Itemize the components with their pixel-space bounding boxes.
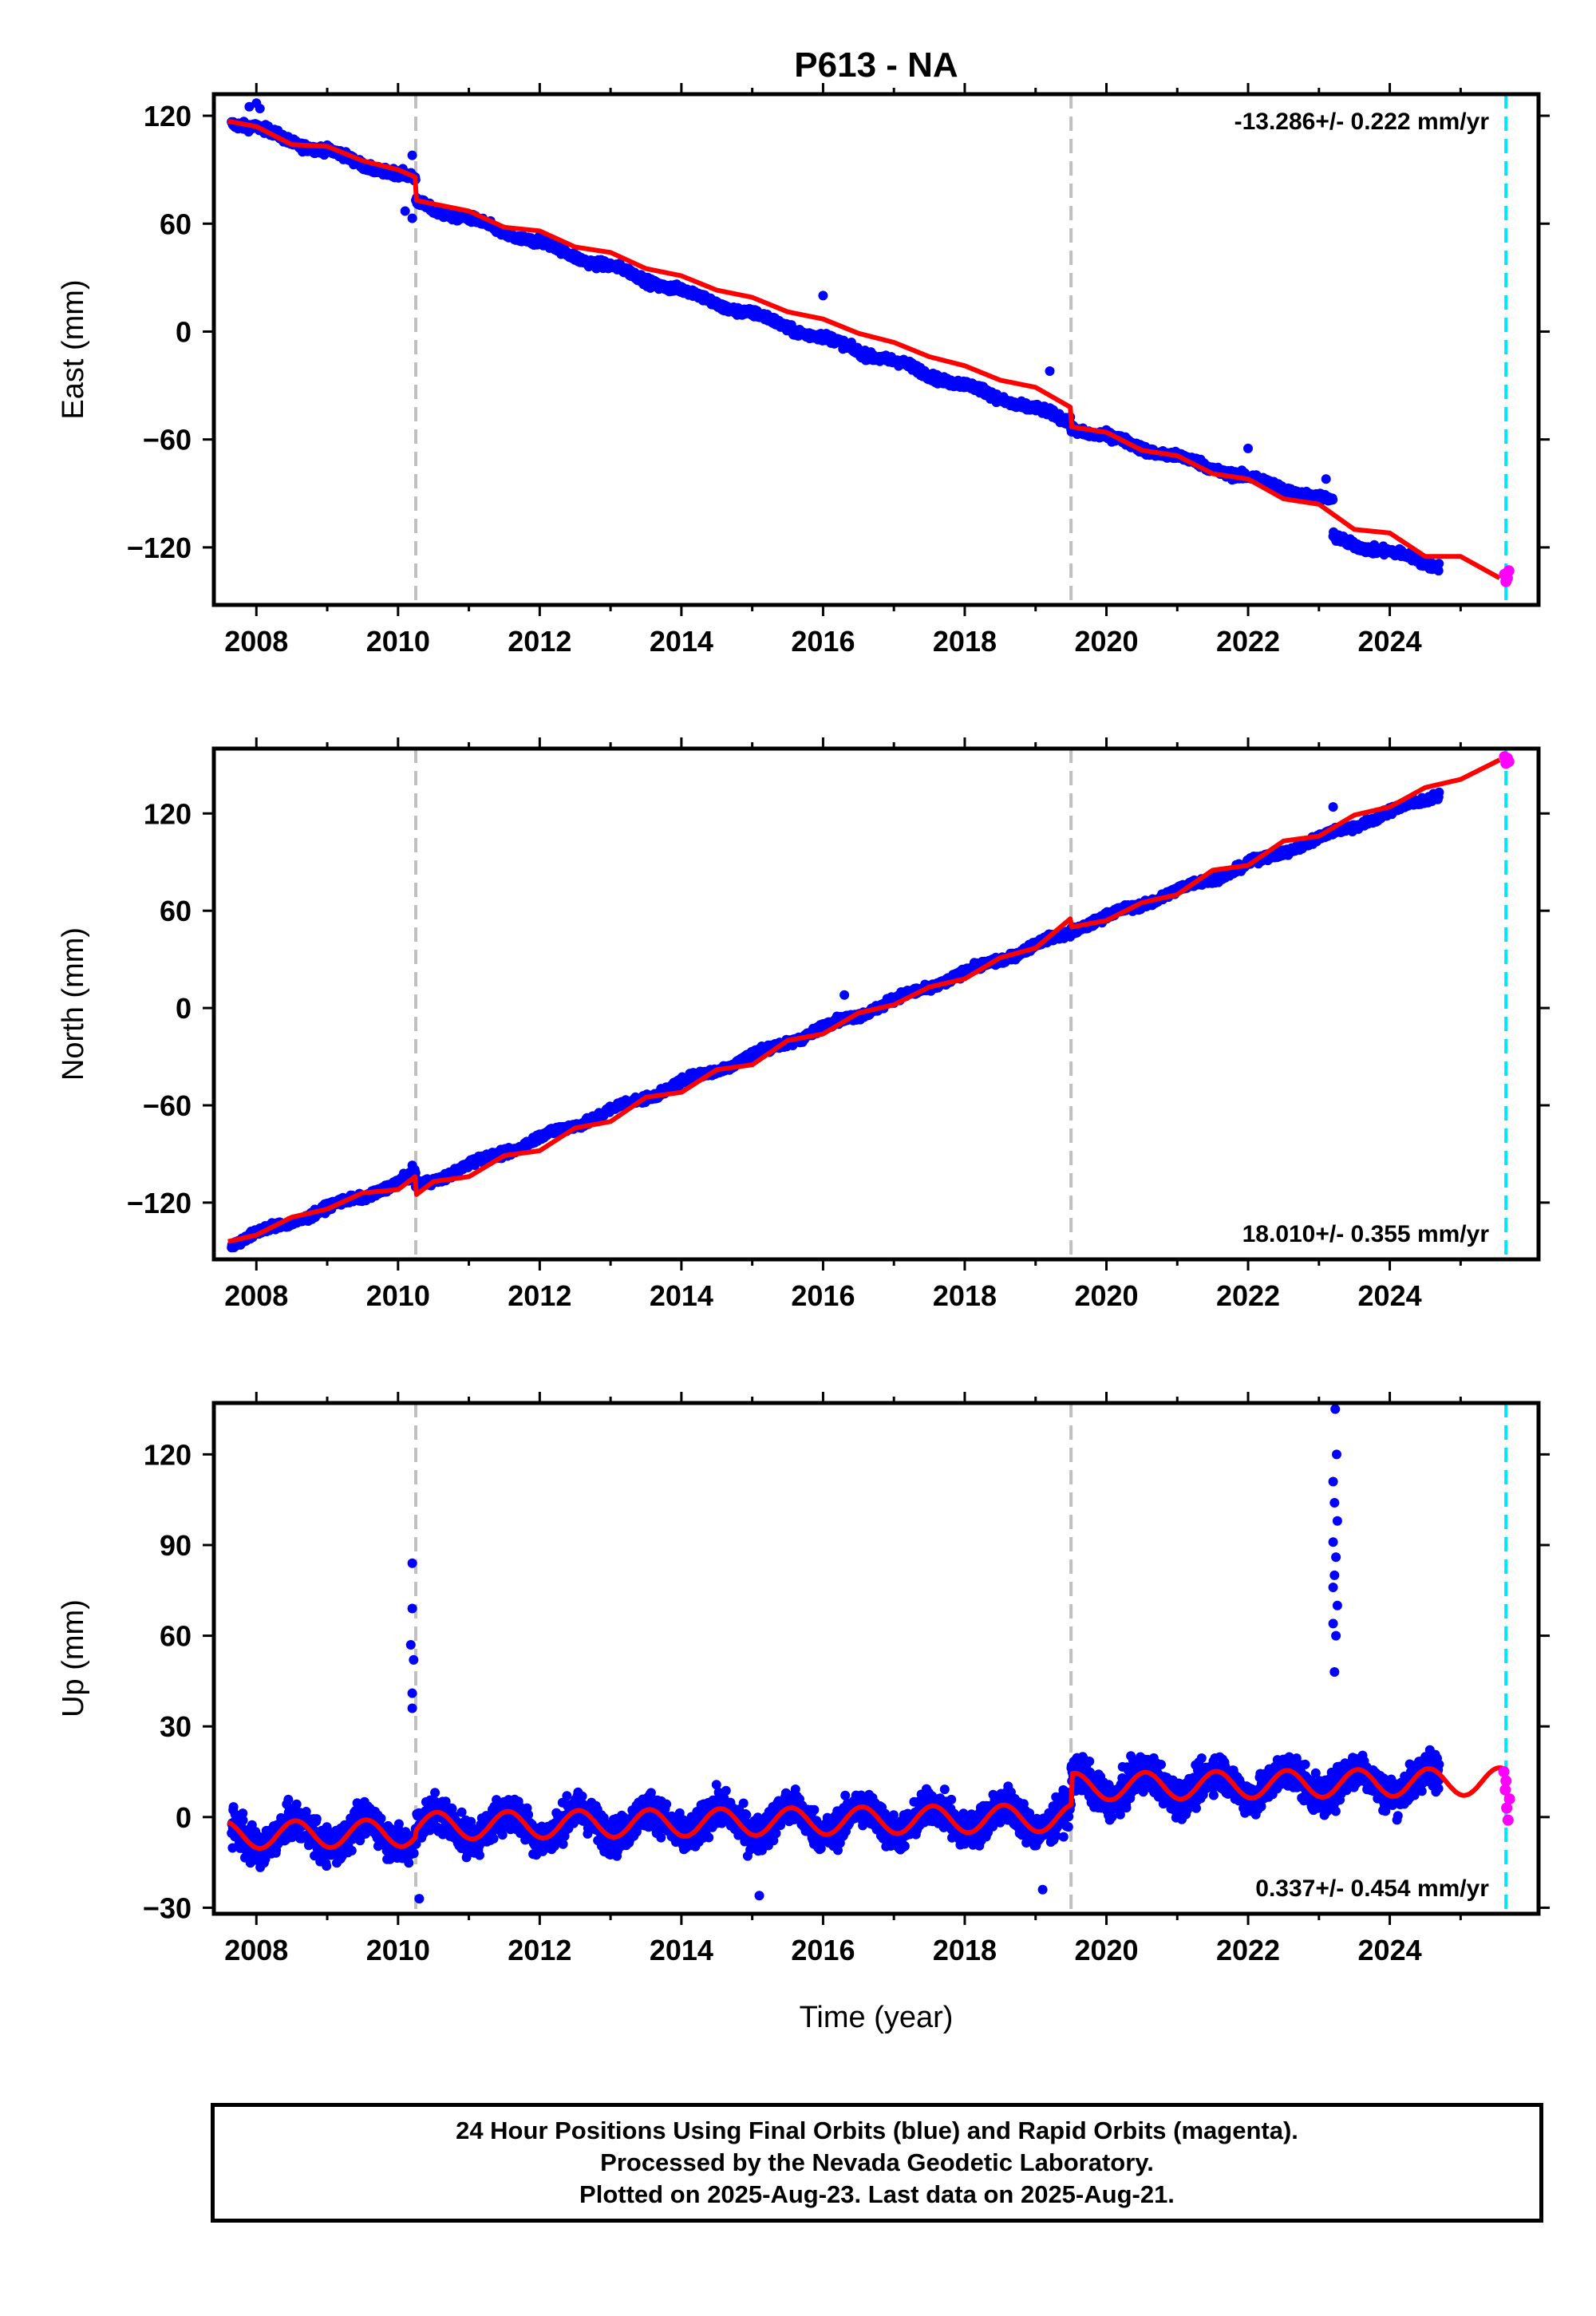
rapid-orbit-points: [1499, 565, 1515, 587]
x-tick-label: 2008: [224, 625, 288, 658]
data-point: [818, 290, 828, 301]
rapid-point: [1503, 565, 1515, 577]
plot-area-north: [227, 749, 1515, 1259]
plot-area-east: [227, 94, 1515, 605]
y-tick-label: 120: [144, 100, 192, 132]
y-axis-label: East (mm): [57, 279, 90, 419]
data-point: [407, 150, 417, 160]
data-point: [1434, 559, 1444, 569]
data-point: [400, 206, 410, 216]
x-tick-label: 2020: [1074, 625, 1138, 658]
final-orbit-points: [227, 98, 1444, 576]
x-tick-label: 2022: [1216, 625, 1280, 658]
y-tick-label: −60: [143, 424, 192, 456]
data-point: [1328, 495, 1338, 505]
x-tick-label: 2018: [933, 625, 997, 658]
x-tick-label: 2014: [650, 625, 713, 658]
panel-frame: [211, 92, 1541, 607]
panel-north: 2008 2010 2012 2014 2016 2018 2020 2022 20241206…: [57, 737, 1550, 1312]
x-tick-label: 2010: [366, 625, 430, 658]
data-point: [407, 213, 417, 223]
y-tick-label: 60: [160, 207, 192, 240]
data-point: [255, 104, 265, 113]
data-point: [244, 101, 255, 112]
data-point: [1243, 443, 1253, 453]
velocity-label: -13.286+/- 0.222 mm/yr: [1235, 109, 1490, 135]
model-fit-line: [227, 118, 1501, 580]
panel-east: 2008 2010 2012 2014 2016 2018 2020 2022 2024 120 6…: [57, 83, 1550, 658]
y-tick-label: 0: [176, 315, 192, 348]
x-tick-label: 2024: [1358, 625, 1422, 658]
data-point: [1433, 566, 1444, 576]
data-point: [1045, 366, 1055, 376]
x-tick-label: 2012: [508, 625, 571, 658]
x-tick-label: 2016: [791, 625, 855, 658]
chart-title: P613 - NA: [794, 45, 958, 85]
data-point: [1321, 474, 1331, 484]
y-tick-label: −120: [127, 532, 192, 564]
